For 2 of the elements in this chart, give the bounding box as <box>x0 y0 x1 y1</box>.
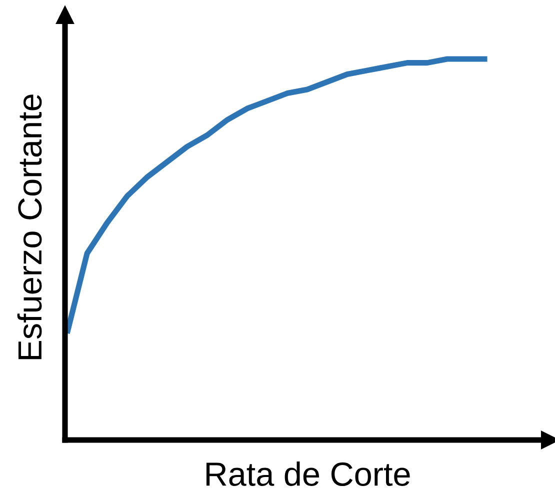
x-axis-title: Rata de Corte <box>206 462 410 486</box>
y-axis-title: Esfuerzo Cortante <box>17 94 42 360</box>
